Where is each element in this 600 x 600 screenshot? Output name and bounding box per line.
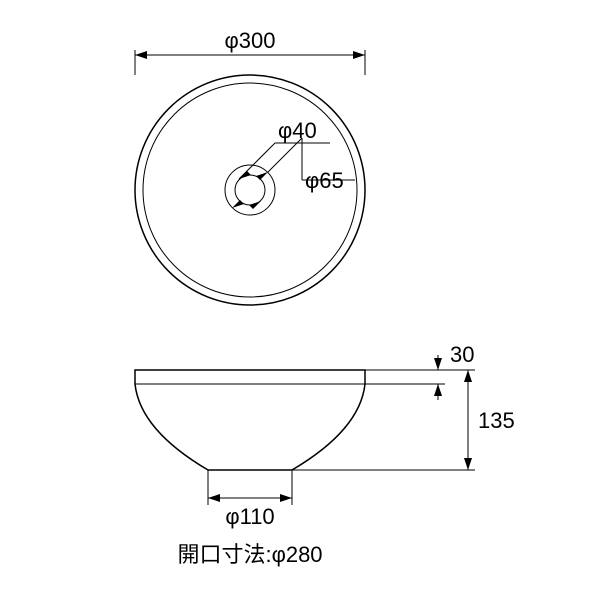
- dim-total: 135: [292, 370, 515, 470]
- dim-hole-outer-label: φ65: [305, 168, 344, 193]
- dim-base: φ110: [208, 470, 292, 529]
- opening-note: 開口寸法:φ280: [177, 542, 322, 567]
- dim-total-label: 135: [478, 408, 515, 433]
- dim-rim-label: 30: [450, 342, 474, 367]
- dim-outer: φ300: [135, 28, 365, 75]
- dim-hole-inner: φ40: [239, 118, 330, 209]
- dim-base-label: φ110: [225, 504, 274, 529]
- dim-hole-inner-label: φ40: [278, 118, 317, 143]
- top-view: φ300 φ40 φ65: [135, 28, 365, 305]
- dim-outer-label: φ300: [225, 28, 276, 53]
- dim-hole-outer: φ65: [232, 138, 355, 208]
- dim-rim: 30: [365, 342, 475, 400]
- side-view: φ110 30 135: [135, 342, 515, 529]
- side-outline: [135, 370, 365, 470]
